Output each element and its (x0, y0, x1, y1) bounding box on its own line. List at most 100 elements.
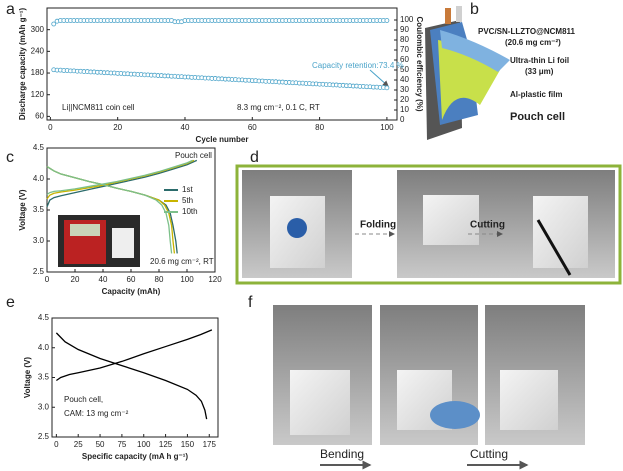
y2-tick-label: 80 (400, 35, 409, 44)
tab (456, 6, 462, 22)
data-point (384, 18, 390, 23)
x-axis-label: Capacity (mAh) (102, 287, 161, 296)
y-tick-label: 240 (31, 46, 45, 55)
curve (46, 159, 195, 200)
photo-panel-d: Folding Cutting (235, 164, 622, 285)
annotation: 20.6 mg cm⁻², RT (150, 257, 214, 266)
x-tick-label: 40 (181, 123, 190, 132)
x-tick-label: 100 (137, 440, 151, 449)
panel-label: c (6, 149, 14, 166)
pouch-cell (290, 370, 350, 435)
curve (46, 159, 193, 196)
pouch-diagram: PVC/SN-LLZTO@NCM811 (20.6 mg cm⁻²) Ultra… (425, 6, 576, 140)
x-tick-label: 20 (113, 123, 122, 132)
annotation: 8.3 mg cm⁻², 0.1 C, RT (237, 103, 320, 112)
legend-label: 1st (182, 185, 193, 194)
y2-axis-label: Coulombic efficiency (%) (415, 16, 424, 111)
diagram-label: (20.6 mg cm⁻²) (505, 38, 561, 47)
step-label: Cutting (470, 447, 508, 461)
y-tick-label: 300 (31, 25, 45, 34)
x-tick-label: 60 (127, 275, 136, 284)
y2-tick-label: 50 (400, 65, 409, 74)
diagram-label: Ultra-thin Li foil (510, 56, 569, 65)
plot-frame (51, 317, 219, 438)
panel-label: f (248, 294, 253, 311)
y2-tick-label: 10 (400, 105, 409, 114)
panel-label: b (470, 1, 479, 18)
y-tick-label: 3.0 (33, 236, 45, 245)
x-tick-label: 120 (208, 275, 222, 284)
y-tick-label: 3.5 (33, 205, 45, 214)
y-tick-label: 2.5 (38, 432, 50, 441)
data-point (51, 21, 57, 27)
annotation: CAM: 13 mg cm⁻² (64, 409, 129, 418)
x-tick-label: 20 (71, 275, 80, 284)
x-axis-label: Cycle number (196, 135, 249, 144)
legend-label: 5th (182, 196, 193, 205)
curve (46, 159, 198, 208)
x-tick-label: 25 (74, 440, 83, 449)
x-tick-label: 60 (248, 123, 257, 132)
y-tick-label: 4.0 (33, 174, 45, 183)
display (70, 224, 100, 236)
y-axis-label: Voltage (V) (18, 189, 27, 231)
annotation: Pouch cell (175, 151, 212, 160)
y-tick-label: 60 (35, 111, 44, 120)
annotation: Li||NCM811 coin cell (62, 103, 135, 112)
curve (46, 166, 173, 254)
x-tick-label: 100 (380, 123, 394, 132)
panel-label: e (6, 294, 15, 311)
x-tick-label: 0 (45, 275, 50, 284)
y-tick-label: 3.0 (38, 402, 50, 411)
x-tick-label: 150 (181, 440, 195, 449)
x-tick-label: 100 (180, 275, 194, 284)
x-tick-label: 0 (54, 440, 59, 449)
y-tick-label: 4.5 (38, 313, 50, 322)
panel-label: a (6, 1, 15, 18)
step-label: Bending (320, 447, 364, 461)
curve (55, 332, 208, 420)
y-tick-label: 120 (31, 90, 45, 99)
y2-tick-label: 90 (400, 25, 409, 34)
cut-line (536, 219, 572, 276)
x-tick-label: 125 (159, 440, 173, 449)
inset-photo (58, 215, 140, 267)
diagram-label: (33 μm) (525, 67, 554, 76)
y2-tick-label: 20 (400, 95, 409, 104)
y-tick-label: 2.5 (33, 267, 45, 276)
pouch-cell (423, 195, 479, 245)
diagram-label: Al-plastic film (510, 90, 562, 99)
x-tick-label: 80 (315, 123, 324, 132)
x-tick-label: 75 (117, 440, 126, 449)
y-tick-label: 4.5 (33, 143, 45, 152)
annotation: Pouch cell, (64, 395, 103, 404)
electrolyte-layer (440, 30, 510, 72)
y2-tick-label: 0 (400, 115, 405, 124)
diagram-label: PVC/SN-LLZTO@NCM811 (478, 27, 576, 36)
step-label: Cutting (470, 220, 505, 231)
y-tick-label: 3.5 (38, 373, 50, 382)
photo-panel-f: Bending Cutting (273, 305, 585, 470)
annotation: Capacity retention:73.4 % (312, 61, 404, 70)
step-label: Folding (360, 220, 396, 231)
y2-tick-label: 70 (400, 45, 409, 54)
x-axis-label: Specific capacity (mA h g⁻¹) (82, 452, 189, 461)
y-tick-label: 4.0 (38, 343, 50, 352)
x-tick-label: 80 (155, 275, 164, 284)
logo (287, 218, 307, 238)
curve (56, 329, 213, 382)
legend-label: 10th (182, 207, 198, 216)
x-tick-label: 40 (99, 275, 108, 284)
tab (445, 8, 451, 24)
pouch-cell (500, 370, 558, 430)
plot-frame (46, 7, 398, 121)
y2-tick-label: 60 (400, 55, 409, 64)
glove (430, 401, 480, 429)
y-tick-label: 180 (31, 68, 45, 77)
diagram-label: Pouch cell (510, 111, 565, 123)
y-axis-label: Discharge capacity (mAh g⁻¹) (18, 8, 27, 121)
annotation-arrow (369, 69, 389, 87)
y2-tick-label: 30 (400, 85, 409, 94)
